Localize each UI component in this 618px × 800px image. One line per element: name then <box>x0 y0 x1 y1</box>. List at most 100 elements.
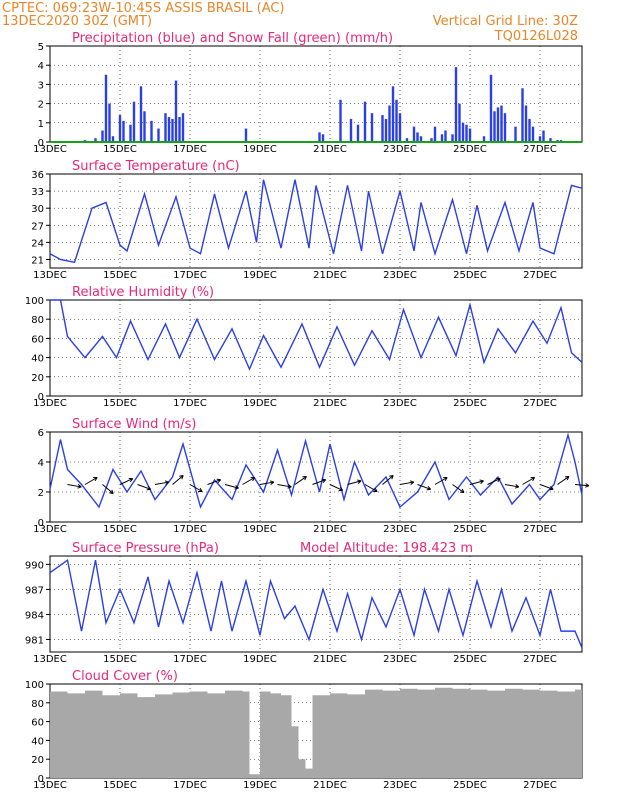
wind-vector-head <box>550 485 554 490</box>
y-tick-label: 80 <box>31 699 44 710</box>
wind-vector-head <box>129 478 134 483</box>
panel-5: 13DEC 15DEC 17DEC 19DEC 21DEC 23DEC 25DEC 27DEC… <box>25 669 583 791</box>
precip-bar <box>104 74 108 142</box>
precip-bar <box>514 126 517 142</box>
header-model-code: TQ0126L028 <box>494 29 578 44</box>
x-tick-label: 13DEC <box>33 398 67 409</box>
precip-bar <box>384 118 388 142</box>
wind-vector-head <box>181 475 184 480</box>
x-tick-label: 19DEC <box>243 270 277 281</box>
precip-bar <box>549 138 552 142</box>
panel-2: 13DEC 15DEC 17DEC 19DEC 21DEC 23DEC 25DEC 27DEC… <box>25 285 583 409</box>
y-tick-label: 1 <box>38 119 44 130</box>
precip-bar <box>482 136 486 142</box>
chart-panels: 13DEC 15DEC 17DEC 19DEC 21DEC 23DEC 25DEC 27DEC… <box>25 31 590 791</box>
wind-vector-head <box>252 477 256 482</box>
precip-bar <box>405 138 409 142</box>
wind-vector-head <box>427 485 432 490</box>
y-tick-label: 100 <box>25 296 44 307</box>
precip-bar <box>391 86 395 142</box>
x-tick-label: 23DEC <box>383 398 417 409</box>
wind-vector <box>487 478 501 485</box>
panel-title: Relative Humidity (%) <box>72 285 214 300</box>
wind-vector-head <box>179 475 184 477</box>
precip-bar <box>395 99 398 142</box>
precip-bar <box>531 126 535 142</box>
wind-vector-head <box>235 485 239 489</box>
wind-vector-head <box>514 486 519 489</box>
wind-vector <box>172 475 184 485</box>
x-tick-label: 23DEC <box>383 780 417 791</box>
precip-bar <box>489 74 493 142</box>
y-tick-label: 33 <box>31 187 44 198</box>
x-tick-label: 13DEC <box>33 654 67 665</box>
x-tick-label: 19DEC <box>243 398 277 409</box>
wind-vector-head <box>374 487 378 492</box>
wind-vector <box>242 477 255 485</box>
x-tick-label: 27DEC <box>523 398 557 409</box>
precip-bar <box>440 134 444 142</box>
y-tick-label: 990 <box>25 560 44 571</box>
x-tick-label: 27DEC <box>523 270 557 281</box>
precip-bar <box>451 134 454 142</box>
precip-bar <box>167 117 171 142</box>
x-tick-label: 17DEC <box>173 524 207 535</box>
precip-bar <box>538 136 542 142</box>
wind-vector-head <box>216 478 221 481</box>
y-tick-label: 21 <box>31 255 44 266</box>
y-tick-label: 60 <box>31 334 44 345</box>
panel-title: Cloud Cover (%) <box>72 669 178 684</box>
precip-bar <box>164 113 167 142</box>
wind-vector-head <box>549 488 554 491</box>
x-tick-label: 19DEC <box>243 780 277 791</box>
precip-bar <box>381 115 384 142</box>
wind-vector <box>312 479 326 485</box>
panel-0: 13DEC 15DEC 17DEC 19DEC 21DEC 23DEC 25DEC 27DEC… <box>33 31 583 155</box>
wind-vector-head <box>77 484 82 488</box>
x-tick-label: 21DEC <box>313 144 347 155</box>
y-tick-label: 3 <box>38 80 44 91</box>
wind-vector-head <box>532 477 536 482</box>
x-tick-label: 25DEC <box>453 780 487 791</box>
wind-vector <box>557 476 570 485</box>
x-tick-label: 21DEC <box>313 780 347 791</box>
wind-vector <box>154 481 169 485</box>
series-line <box>49 558 583 649</box>
wind-vector <box>189 484 203 492</box>
x-tick-label: 21DEC <box>313 524 347 535</box>
x-tick-label: 15DEC <box>103 270 137 281</box>
precip-bar <box>339 99 342 142</box>
y-tick-label: 27 <box>31 221 44 232</box>
wind-vector <box>364 484 378 492</box>
x-tick-label: 27DEC <box>523 144 557 155</box>
wind-vector-head <box>287 484 292 488</box>
wind-vector <box>294 476 307 485</box>
wind-vector-head <box>234 487 239 490</box>
precip-bar <box>542 130 545 142</box>
wind-vector-head <box>461 488 465 493</box>
x-tick-label: 15DEC <box>103 398 137 409</box>
wind-vector <box>469 480 484 485</box>
header-station: CPTEC: 069:23W-10:45S ASSIS BRASIL (AC) <box>2 1 285 16</box>
precip-bar <box>94 138 97 142</box>
header-grid-note: Vertical Grid Line: 30Z <box>433 14 578 29</box>
wind-vector-head <box>304 476 307 481</box>
wind-vector-head <box>410 481 415 485</box>
wind-vector-head <box>269 480 274 483</box>
wind-vector-head <box>111 489 114 494</box>
precip-bar <box>181 113 185 142</box>
x-tick-label: 25DEC <box>453 144 487 155</box>
precip-bar <box>458 103 461 142</box>
wind-vector-head <box>199 487 203 492</box>
precip-bar <box>398 113 402 142</box>
wind-vector <box>504 484 519 488</box>
wind-vector <box>259 481 274 485</box>
wind-vector-head <box>444 477 448 482</box>
precip-bar <box>118 115 122 142</box>
precip-bar <box>321 134 325 142</box>
wind-vector-head <box>270 481 275 485</box>
wind-vector <box>67 484 82 488</box>
precip-bar <box>178 117 181 142</box>
wind-vector-head <box>147 485 152 490</box>
